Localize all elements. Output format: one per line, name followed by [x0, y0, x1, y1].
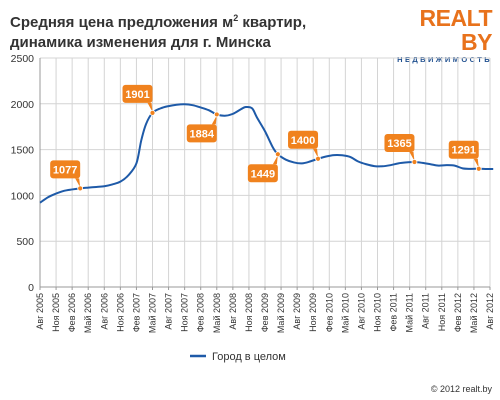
callout-label: 1901 [125, 89, 149, 101]
x-tick-label: Ноя 2007 [180, 293, 190, 332]
data-point-marker [274, 151, 281, 158]
value-callout: 1077 [50, 160, 84, 192]
legend: Город в целом [190, 351, 286, 363]
y-tick-label: 1000 [11, 190, 35, 202]
callout-pointer [75, 178, 81, 188]
value-callout: 1449 [247, 151, 281, 183]
x-tick-label: Авг 2011 [421, 293, 431, 329]
y-tick-label: 2500 [11, 53, 35, 65]
x-tick-label: Ноя 2008 [244, 293, 254, 332]
x-tick-label: Ноя 2011 [437, 293, 447, 331]
title-superscript: 2 [233, 13, 239, 23]
title-text-part-1: Средняя цена предложения м [10, 14, 234, 31]
x-tick-label: Фев 2011 [389, 293, 399, 331]
x-tick-label: Май 2011 [405, 293, 415, 333]
chart-title-line-2: динамика изменения для г. Минска [10, 34, 271, 51]
value-callout: 1365 [384, 133, 418, 165]
x-tick-label: Ноя 2009 [308, 293, 318, 332]
callout-label: 1449 [251, 168, 275, 180]
x-tick-label: Фев 2010 [324, 293, 334, 332]
x-tick-label: Фев 2008 [196, 293, 206, 332]
x-tick-label: Май 2007 [148, 293, 158, 333]
axes: 0 500 1000 1500 2000 2500 Авг 2005 Ноя 2005 Фев … [11, 53, 495, 333]
callout-pointer [473, 158, 479, 168]
realt-logo[interactable]: REALT BY НЕДВИЖИМОСТЬ [392, 6, 492, 65]
x-tick-label: Авг 2007 [164, 293, 174, 330]
x-tick-label: Ноя 2010 [373, 293, 383, 332]
callout-label: 1291 [452, 145, 476, 157]
title-text-part-2: квартир, [238, 14, 307, 31]
callout-box [186, 124, 217, 143]
x-tick-label: Фев 2012 [453, 293, 463, 332]
callout-box [448, 140, 479, 159]
x-tick-label: Фев 2007 [131, 293, 141, 332]
data-point-marker [411, 159, 418, 165]
x-tick-label: Авг 2008 [228, 293, 238, 330]
callout-label: 1365 [387, 138, 411, 150]
data-point-marker [315, 155, 321, 162]
x-tick-label: Авг 2006 [99, 293, 109, 330]
callout-pointer [147, 102, 153, 112]
legend-label: Город в целом [212, 351, 286, 363]
x-tick-label: Авг 2009 [292, 293, 302, 330]
x-tick-label: Авг 2012 [485, 293, 495, 330]
callout-pointer [409, 151, 415, 161]
x-tick-label: Май 2009 [276, 293, 286, 333]
value-callout: 1884 [186, 111, 220, 143]
x-tick-label: Май 2008 [212, 293, 222, 333]
callout-pointer [211, 115, 217, 125]
callout-label: 1400 [291, 135, 315, 147]
x-tick-label: Май 2006 [83, 293, 93, 333]
callout-box [384, 133, 415, 152]
x-tick-label: Май 2010 [340, 293, 350, 333]
data-point-marker [149, 109, 156, 116]
value-callout: 1291 [448, 140, 482, 172]
data-point-marker [475, 165, 482, 172]
value-callouts: 1077 1901 1884 1449 1400 1365 1291 [50, 84, 482, 192]
y-tick-label: 500 [16, 236, 34, 248]
chart-title-line-1: Средняя цена предложения м2 квартир, [10, 8, 370, 33]
callout-pointer [313, 148, 319, 158]
chart-title: Средняя цена предложения м2 квартир, дин… [10, 8, 370, 53]
callout-box [288, 130, 319, 149]
y-tick-label: 0 [28, 282, 34, 294]
value-callout: 1400 [288, 130, 321, 162]
callout-label: 1077 [53, 164, 77, 176]
y-tick-label: 1500 [11, 145, 35, 157]
x-tick-label: Ноя 2006 [115, 293, 125, 332]
copyright-note: © 2012 realt.by [430, 384, 492, 394]
data-point-marker [77, 185, 84, 192]
callout-box [122, 84, 153, 103]
x-tick-label: Ноя 2005 [51, 293, 61, 332]
x-tick-label: Авг 2010 [356, 293, 366, 330]
x-tick-label: Фев 2009 [260, 293, 270, 332]
value-callout: 1901 [122, 84, 156, 116]
x-tick-label: Май 2012 [469, 293, 479, 333]
data-point-marker [213, 111, 220, 118]
x-tick-label: Фев 2006 [67, 293, 77, 332]
x-tick-label: Авг 2005 [35, 293, 45, 330]
callout-pointer [272, 155, 278, 165]
callout-label: 1884 [190, 128, 215, 140]
logo-tagline: НЕДВИЖИМОСТЬ [397, 55, 492, 64]
logo-wordmark: REALT BY [419, 5, 493, 55]
callout-box [247, 164, 278, 183]
y-tick-label: 2000 [11, 99, 35, 111]
callout-box [50, 160, 81, 179]
